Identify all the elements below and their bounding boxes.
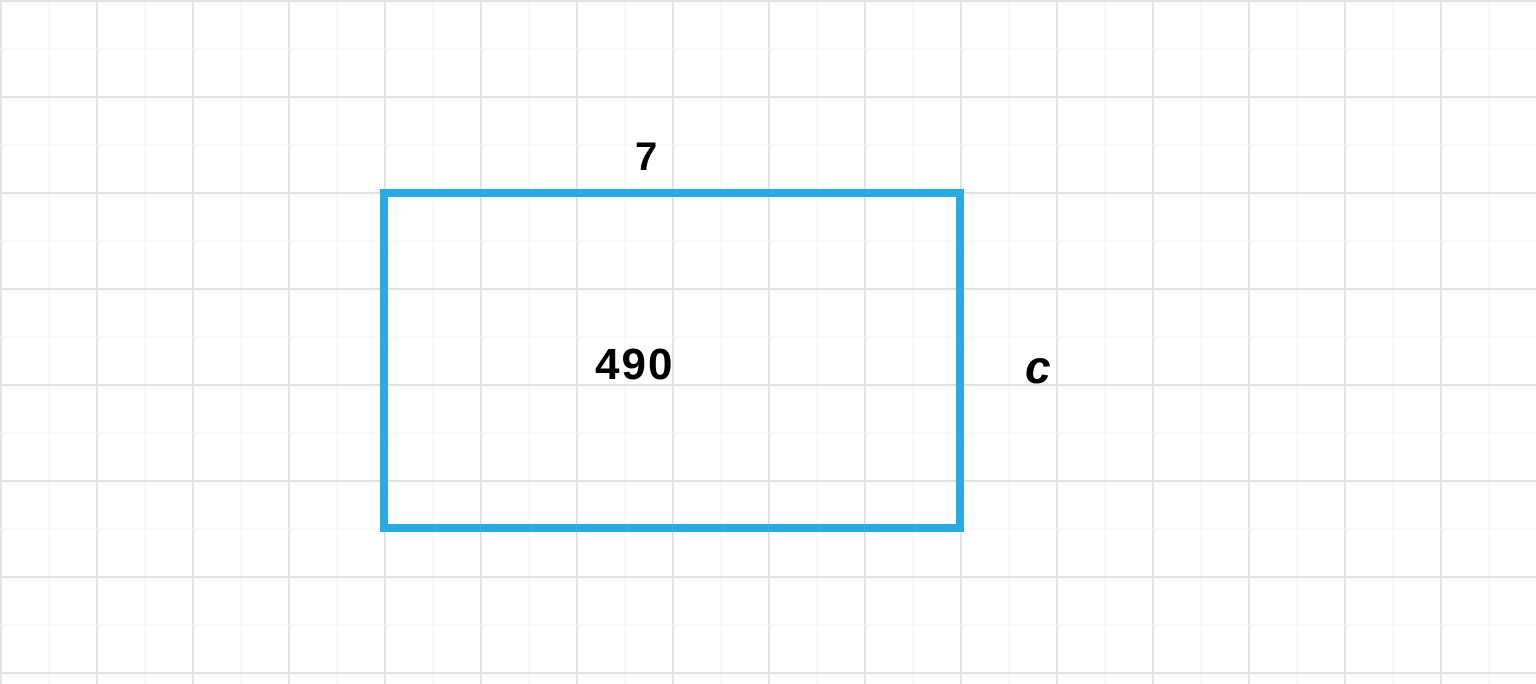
rectangle-center-label: 490 [595, 340, 674, 390]
diagram-svg [0, 0, 1536, 684]
rectangle-top-label: 7 [635, 135, 659, 180]
diagram-canvas: 7 490 c [0, 0, 1536, 684]
rectangle-right-label: c [1025, 340, 1053, 394]
